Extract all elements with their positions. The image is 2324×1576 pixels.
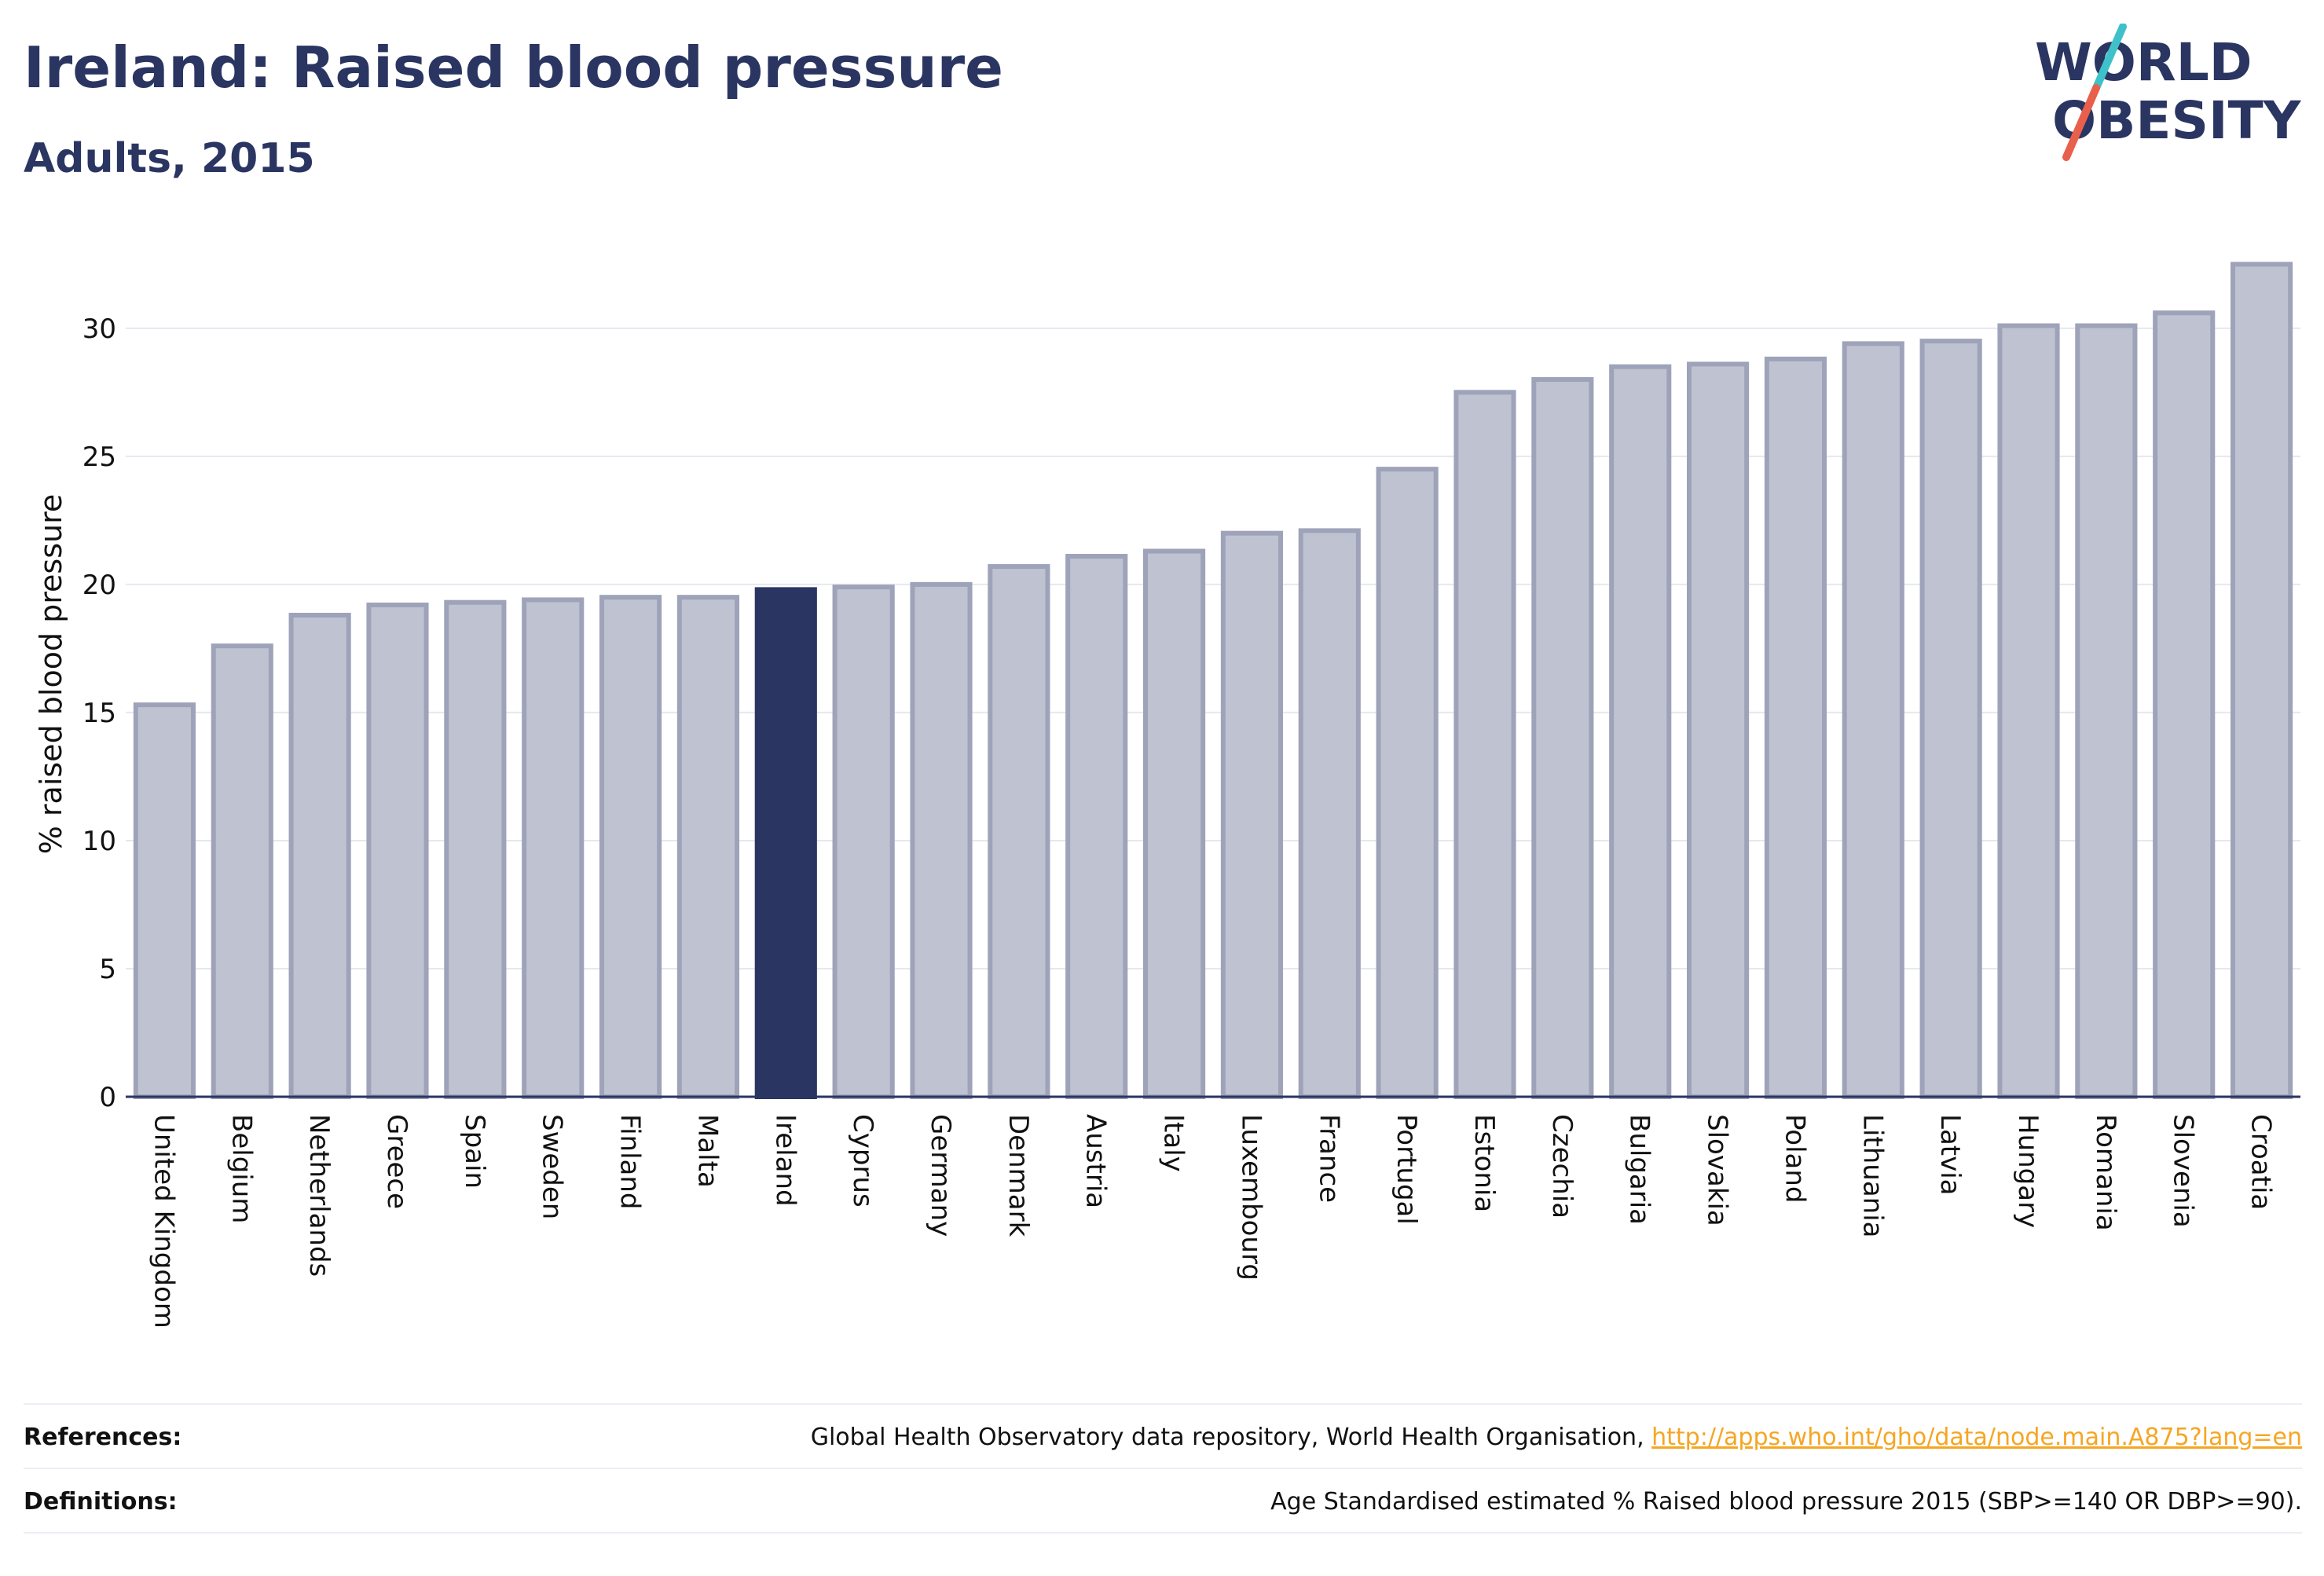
x-tick-label: Portugal — [1391, 1114, 1422, 1225]
definitions-label: Definitions: — [24, 1488, 178, 1516]
y-tick-label: 25 — [82, 442, 116, 473]
bar-ireland — [754, 587, 817, 1099]
bar-bulgaria — [1609, 364, 1672, 1099]
bar-netherlands — [288, 613, 351, 1099]
bar-hungary — [1997, 323, 2060, 1100]
bar-germany — [910, 581, 973, 1099]
x-tick-label: Greece — [381, 1114, 412, 1209]
x-tick-label: Czechia — [1546, 1114, 1578, 1219]
x-tick-label: Romania — [2090, 1114, 2121, 1231]
x-tick-label: Netherlands — [303, 1114, 335, 1277]
references-text: Global Health Observatory data repositor… — [810, 1424, 1652, 1451]
page-subtitle: Adults, 2015 — [24, 135, 315, 182]
x-tick-label: Croatia — [2245, 1114, 2277, 1210]
y-tick-label: 10 — [82, 826, 116, 857]
x-tick-label: Malta — [691, 1114, 723, 1188]
x-tick-label: Spain — [459, 1114, 490, 1189]
bar-slovakia — [1686, 361, 1750, 1099]
x-tick-label: Austria — [1080, 1114, 1112, 1208]
x-tick-label: Latvia — [1934, 1114, 1966, 1196]
x-tick-label: Poland — [1779, 1114, 1810, 1204]
x-tick-label: Bulgaria — [1624, 1114, 1655, 1225]
x-tick-label: Lithuania — [1857, 1114, 1888, 1237]
references-link[interactable]: http://apps.who.int/gho/data/node.main.A… — [1651, 1424, 2302, 1451]
y-tick-label: 5 — [99, 954, 116, 985]
bar-cyprus — [832, 585, 895, 1099]
bar-luxembourg — [1220, 530, 1284, 1099]
y-tick-label: 0 — [99, 1082, 116, 1113]
bar-spain — [444, 599, 507, 1099]
logo-slash-top — [2092, 24, 2127, 92]
references-label: References: — [24, 1424, 182, 1451]
bar-czechia — [1531, 377, 1594, 1100]
bar-romania — [2075, 323, 2138, 1100]
logo-slash-bottom — [2062, 84, 2100, 161]
footer-divider-bottom — [24, 1532, 2302, 1534]
definitions-text: Age Standardised estimated % Raised bloo… — [1270, 1488, 2302, 1516]
bar-france — [1298, 528, 1361, 1099]
world-obesity-logo: WORLD OBESITY — [2035, 24, 2302, 161]
x-tick-label: United Kingdom — [148, 1114, 179, 1329]
bar-united-kingdom — [133, 702, 196, 1099]
bar-croatia — [2230, 262, 2293, 1100]
x-tick-label: Ireland — [769, 1114, 801, 1207]
bar-estonia — [1453, 390, 1516, 1100]
bar-sweden — [522, 597, 585, 1099]
definitions-row: Definitions: Age Standardised estimated … — [24, 1488, 2302, 1516]
y-tick-label: 15 — [82, 698, 116, 729]
bar-finland — [599, 595, 662, 1099]
bar-italy — [1142, 548, 1206, 1099]
x-tick-label: France — [1313, 1114, 1344, 1203]
bar-latvia — [1919, 339, 1982, 1099]
x-tick-label: Sweden — [537, 1114, 568, 1219]
bar-greece — [366, 602, 429, 1099]
x-tick-label: Luxembourg — [1235, 1114, 1266, 1281]
x-tick-label: Germany — [925, 1114, 956, 1237]
x-tick-label: Finland — [614, 1114, 646, 1210]
x-tick-label: Slovenia — [2168, 1114, 2199, 1228]
x-tick-label: Estonia — [1468, 1114, 1500, 1212]
bar-lithuania — [1842, 341, 1904, 1099]
bar-denmark — [988, 564, 1050, 1099]
x-tick-label: Hungary — [2012, 1114, 2044, 1228]
bar-belgium — [211, 643, 273, 1099]
bar-poland — [1764, 356, 1827, 1100]
y-tick-label: 20 — [82, 570, 116, 601]
bar-austria — [1065, 554, 1128, 1099]
bar-chart: 0 5 10 15 20 25 30 % raised blood pressure Unite… — [34, 262, 2300, 1329]
logo-line-1: WORLD — [2035, 32, 2253, 93]
y-axis-title: % raised blood pressure — [34, 494, 68, 855]
bar-portugal — [1376, 467, 1439, 1099]
bar-malta — [676, 595, 740, 1099]
references-row: References: Global Health Observatory da… — [24, 1424, 2302, 1451]
x-tick-label: Denmark — [1003, 1114, 1034, 1237]
x-tick-label: Italy — [1158, 1114, 1189, 1172]
footer-divider-middle — [24, 1468, 2302, 1469]
y-tick-label: 30 — [82, 313, 116, 345]
bar-slovenia — [2153, 310, 2216, 1100]
footer-divider-top — [24, 1403, 2302, 1405]
x-tick-label: Cyprus — [847, 1114, 878, 1208]
x-tick-label: Belgium — [225, 1114, 257, 1223]
x-tick-label: Slovakia — [1702, 1114, 1733, 1226]
page-title: Ireland: Raised blood pressure — [24, 35, 1003, 101]
references-value: Global Health Observatory data repositor… — [811, 1424, 2302, 1451]
